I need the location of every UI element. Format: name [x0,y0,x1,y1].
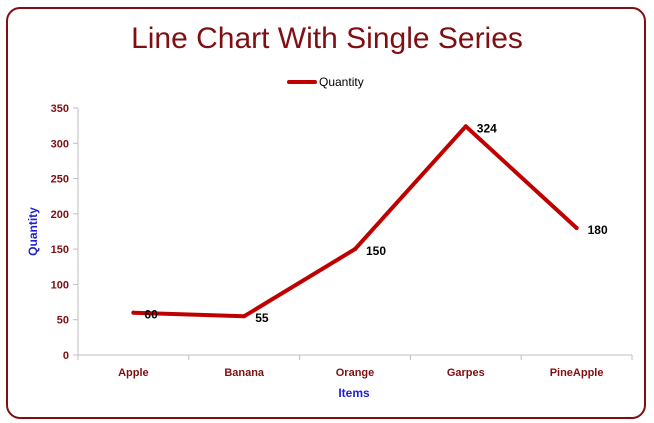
y-tick-label: 150 [51,244,69,256]
x-tick-label: Apple [118,367,149,379]
x-tick-label: PineApple [550,367,604,379]
y-tick-label: 350 [51,103,69,115]
x-tick-label: Orange [336,367,375,379]
x-tick-label: Banana [224,367,265,379]
data-label: 55 [255,311,269,325]
data-point [463,124,468,129]
x-tick-label: Garpes [447,367,485,379]
data-label: 150 [366,244,386,258]
chart-frame [6,7,646,419]
y-tick-label: 250 [51,174,69,186]
chart-title: Line Chart With Single Series [131,22,523,55]
data-point [131,310,136,315]
legend-line-swatch [287,80,317,84]
y-tick-label: 50 [57,315,69,327]
series-line-quantity [131,124,579,319]
y-tick-label: 300 [51,138,69,150]
data-point [574,225,579,230]
data-label: 180 [588,223,608,237]
data-point [242,314,247,319]
data-label: 60 [144,308,158,322]
y-tick-label: 200 [51,209,69,221]
data-point [353,247,357,252]
legend-label: Quantity [319,75,364,89]
y-axis-title: Quantity [26,207,40,256]
y-tick-label: 100 [51,279,69,291]
x-axis-title: Items [338,386,370,400]
y-tick-label: 0 [63,350,69,362]
chart-legend: Quantity [287,74,364,90]
data-label: 324 [477,121,497,135]
